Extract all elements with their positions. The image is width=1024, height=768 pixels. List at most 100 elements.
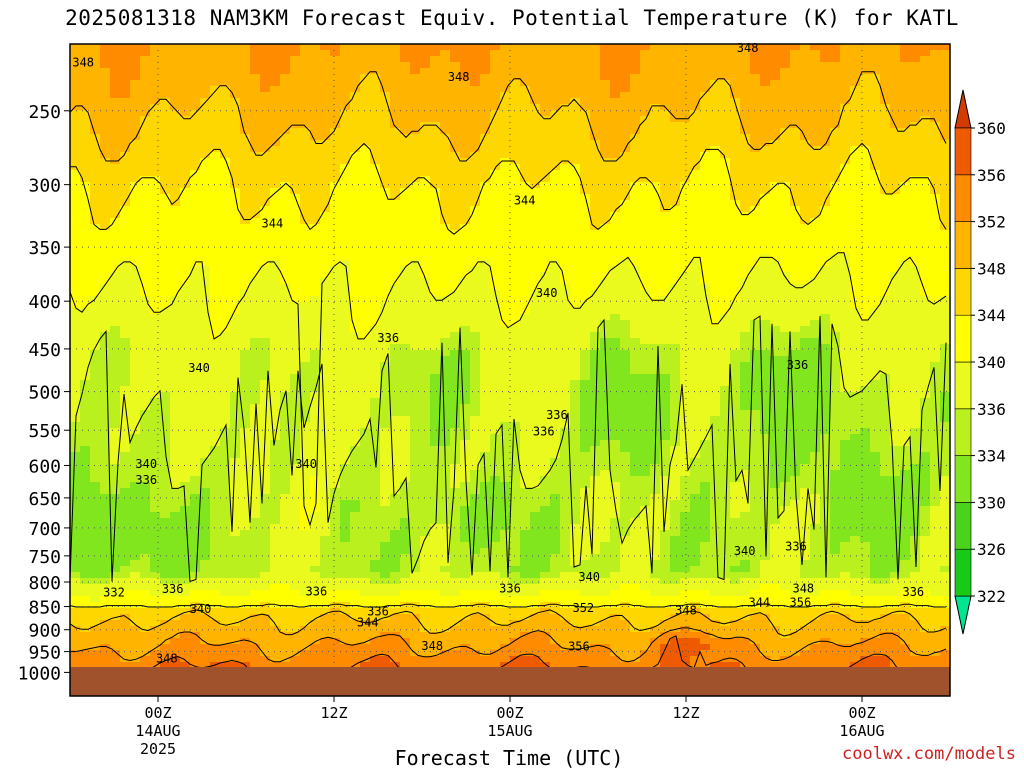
heatmap-cell — [510, 374, 521, 381]
heatmap-cell — [470, 422, 481, 429]
heatmap-cell — [270, 626, 281, 633]
heatmap-cell — [110, 278, 121, 285]
heatmap-cell — [470, 464, 481, 471]
heatmap-cell — [70, 200, 81, 207]
heatmap-cell — [120, 320, 131, 327]
heatmap-cell — [450, 476, 461, 483]
heatmap-cell — [300, 230, 311, 237]
heatmap-cell — [370, 50, 381, 57]
heatmap-cell — [490, 434, 501, 441]
heatmap-cell — [220, 236, 231, 243]
heatmap-cell — [520, 290, 531, 297]
heatmap-cell — [350, 392, 361, 399]
heatmap-cell — [510, 278, 521, 285]
heatmap-cell — [290, 290, 301, 297]
heatmap-cell — [500, 458, 511, 465]
heatmap-cell — [220, 386, 231, 393]
heatmap-cell — [70, 224, 81, 231]
heatmap-cell — [230, 386, 241, 393]
heatmap-cell — [90, 302, 101, 309]
heatmap-cell — [100, 638, 111, 645]
heatmap-cell — [270, 614, 281, 621]
heatmap-cell — [190, 92, 201, 99]
heatmap-cell — [340, 536, 351, 543]
heatmap-cell — [120, 608, 131, 615]
heatmap-cell — [230, 158, 241, 165]
heatmap-cell — [410, 572, 421, 579]
heatmap-cell — [150, 332, 161, 339]
heatmap-cell — [500, 446, 511, 453]
heatmap-cell — [330, 176, 341, 183]
heatmap-cell — [540, 206, 551, 213]
heatmap-cell — [290, 338, 301, 345]
heatmap-cell — [130, 644, 141, 651]
heatmap-cell — [100, 440, 111, 447]
heatmap-cell — [330, 578, 341, 585]
heatmap-cell — [310, 50, 321, 57]
heatmap-cell — [510, 500, 521, 507]
heatmap-cell — [270, 248, 281, 255]
heatmap-cell — [390, 236, 401, 243]
heatmap-cell — [250, 650, 261, 657]
heatmap-cell — [180, 368, 191, 375]
heatmap-cell — [270, 272, 281, 279]
heatmap-cell — [350, 464, 361, 471]
heatmap-cell — [350, 248, 361, 255]
heatmap-cell — [70, 644, 81, 651]
heatmap-cell — [310, 320, 321, 327]
heatmap-cell — [510, 116, 521, 123]
heatmap-cell — [90, 308, 101, 315]
heatmap-cell — [200, 392, 211, 399]
heatmap-cell — [350, 560, 361, 567]
heatmap-cell — [90, 566, 101, 573]
heatmap-cell — [150, 260, 161, 267]
heatmap-cell — [190, 626, 201, 633]
heatmap-cell — [230, 350, 241, 357]
heatmap-cell — [230, 578, 241, 585]
heatmap-cell — [480, 290, 491, 297]
heatmap-cell — [390, 206, 401, 213]
heatmap-cell — [80, 356, 91, 363]
heatmap-cell — [430, 260, 441, 267]
heatmap-cell — [500, 470, 511, 477]
heatmap-cell — [480, 104, 491, 111]
heatmap-cell — [240, 614, 251, 621]
heatmap-cell — [380, 248, 391, 255]
heatmap-cell — [530, 398, 541, 405]
heatmap-cell — [140, 314, 151, 321]
heatmap-cell — [480, 158, 491, 165]
heatmap-cell — [370, 572, 381, 579]
heatmap-cell — [230, 224, 241, 231]
heatmap-cell — [190, 512, 201, 519]
heatmap-cell — [140, 608, 151, 615]
heatmap-cell — [400, 194, 411, 201]
heatmap-cell — [490, 50, 501, 57]
heatmap-cell — [500, 104, 511, 111]
heatmap-cell — [410, 308, 421, 315]
heatmap-cell — [250, 206, 261, 213]
heatmap-cell — [420, 254, 431, 261]
heatmap-cell — [180, 248, 191, 255]
heatmap-cell — [460, 92, 471, 99]
heatmap-cell — [400, 512, 411, 519]
heatmap-cell — [430, 434, 441, 441]
heatmap-cell — [290, 86, 301, 93]
heatmap-cell — [310, 254, 321, 261]
heatmap-cell — [120, 242, 131, 249]
heatmap-cell — [270, 566, 281, 573]
heatmap-cell — [120, 650, 131, 657]
heatmap-cell — [230, 128, 241, 135]
heatmap-cell — [360, 476, 371, 483]
heatmap-cell — [270, 512, 281, 519]
heatmap-cell — [490, 374, 501, 381]
heatmap-cell — [530, 92, 541, 99]
heatmap-cell — [240, 356, 251, 363]
heatmap-cell — [180, 380, 191, 387]
heatmap-cell — [470, 230, 481, 237]
heatmap-cell — [380, 284, 391, 291]
heatmap-cell — [400, 380, 411, 387]
heatmap-cell — [350, 104, 361, 111]
heatmap-cell — [430, 476, 441, 483]
heatmap-cell — [380, 326, 391, 333]
heatmap-cell — [300, 632, 311, 639]
